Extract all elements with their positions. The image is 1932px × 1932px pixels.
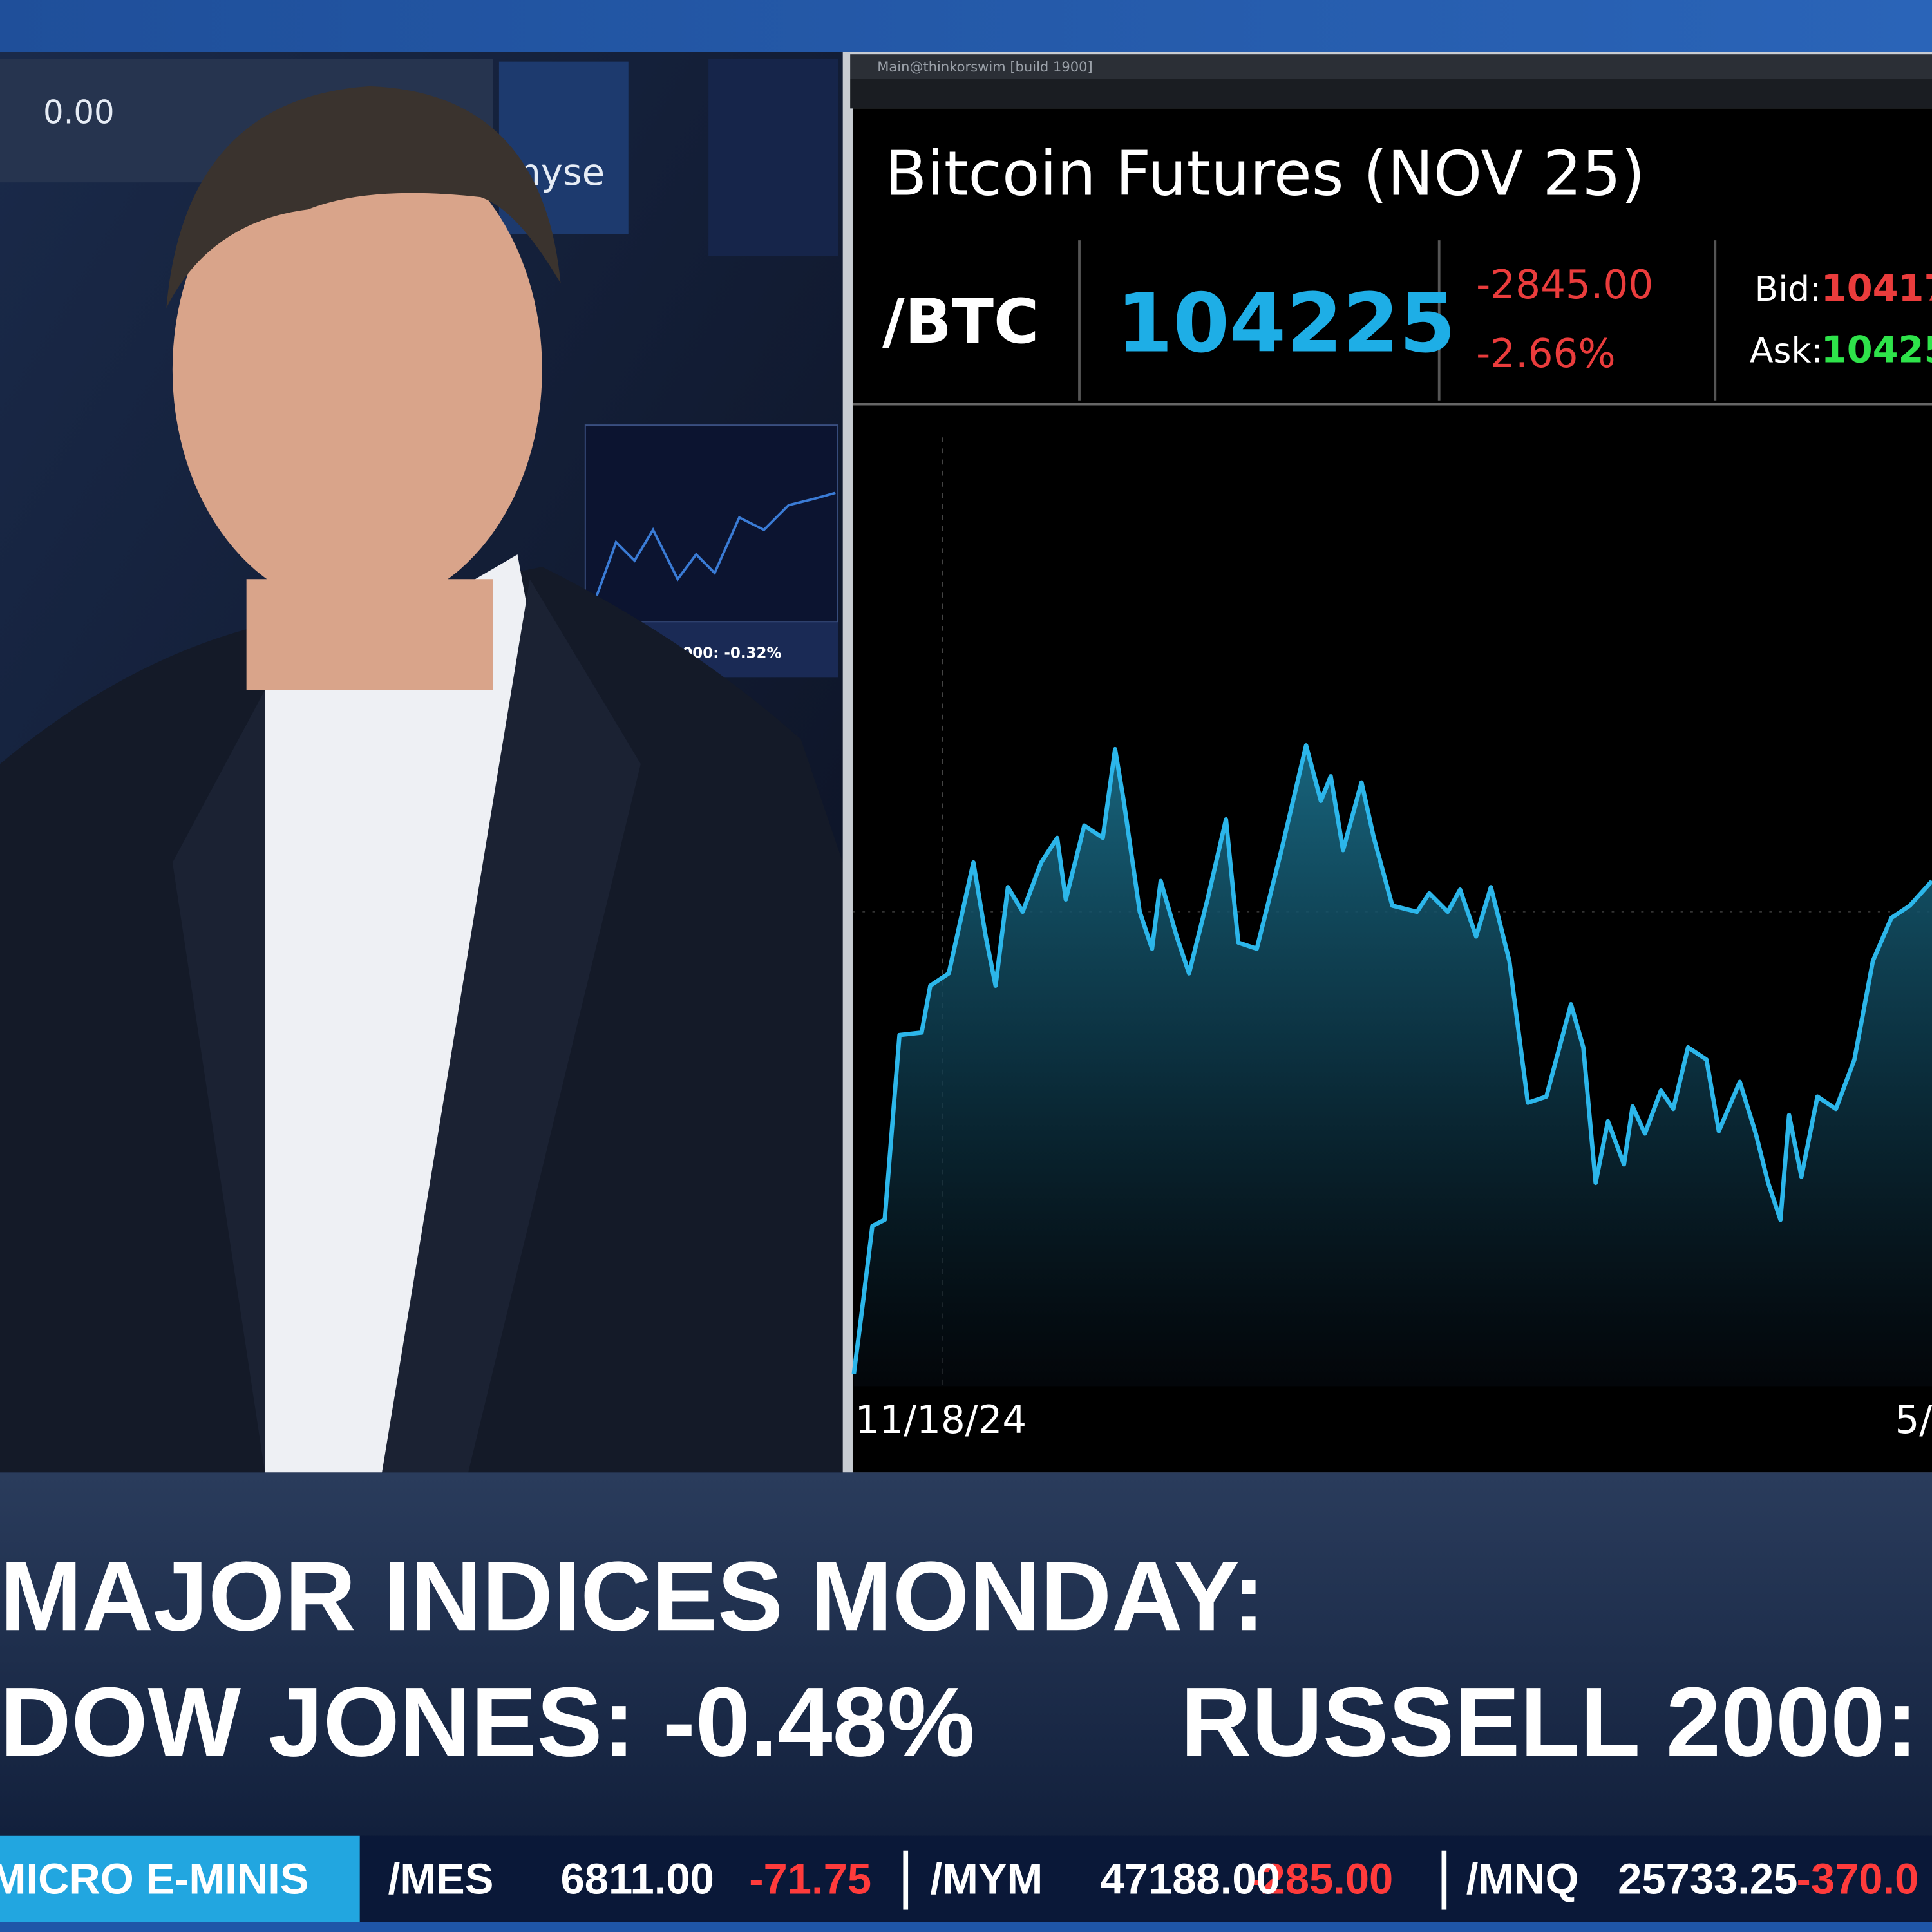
bottom-strip xyxy=(0,1922,1932,1932)
platform-window: Main@thinkorswim [build 1900] Bitcoin Fu… xyxy=(842,52,1932,1473)
net-change: -2845.00 xyxy=(1476,262,1653,308)
shirt xyxy=(265,554,542,1473)
top-bar xyxy=(0,0,1932,52)
monitor xyxy=(584,424,838,623)
ticker-change: -285.00 xyxy=(1247,1855,1393,1904)
ticker-label-box xyxy=(0,1835,360,1922)
ticker-divider xyxy=(903,1850,909,1910)
x-label: 5/ xyxy=(1895,1397,1932,1442)
ticker-divider xyxy=(1441,1850,1447,1910)
hair xyxy=(166,86,561,308)
lapel xyxy=(172,690,265,1473)
monitor-value: 0.00 xyxy=(43,93,115,131)
ticker-label: MICRO E-MINIS xyxy=(0,1855,308,1904)
symbol: /BTC xyxy=(882,285,1039,357)
toolbar xyxy=(850,79,1932,109)
ticker-symbol: /MNQ xyxy=(1466,1855,1579,1904)
price-area xyxy=(853,745,1932,1387)
ask: 10425 xyxy=(1821,328,1932,371)
neck xyxy=(246,579,493,690)
ticker-change: -71.75 xyxy=(749,1855,871,1904)
headline: MAJOR INDICES MONDAY: xyxy=(0,1541,1265,1651)
ticker-last: 47188.00 xyxy=(1101,1855,1280,1904)
ticker-last: 6811.00 xyxy=(561,1855,714,1904)
lapel xyxy=(382,579,641,1473)
studio-video: 0.00 nyse RUSSELL 2000: -0.32% xyxy=(0,52,843,1473)
x-label: 11/18/24 xyxy=(855,1397,1027,1442)
face xyxy=(172,129,542,611)
window-title: Main@thinkorswim [build 1900] xyxy=(877,59,1092,75)
headline-item: DOW JONES: -0.48% xyxy=(0,1667,975,1777)
monitor-line xyxy=(592,491,836,605)
monitor xyxy=(708,59,838,256)
chart-title: Bitcoin Futures (NOV 25) xyxy=(885,137,1645,209)
ticker-change: -370.0 xyxy=(1797,1855,1919,1904)
ticker-last: 25733.25 xyxy=(1618,1855,1797,1904)
bid-label: Bid: xyxy=(1754,269,1821,309)
bid: 10417 xyxy=(1821,267,1932,310)
last-price: 104225 xyxy=(1116,276,1455,370)
percent-change: -2.66% xyxy=(1476,331,1616,377)
ask-label: Ask: xyxy=(1750,330,1823,370)
ticker-symbol: /MYM xyxy=(931,1855,1043,1904)
headline-item: RUSSELL 2000: xyxy=(1180,1667,1918,1777)
lower-third xyxy=(0,1472,1932,1836)
price-line xyxy=(851,743,1932,1374)
ticker-symbol: /MES xyxy=(388,1855,494,1904)
window-title-bar xyxy=(850,54,1932,79)
